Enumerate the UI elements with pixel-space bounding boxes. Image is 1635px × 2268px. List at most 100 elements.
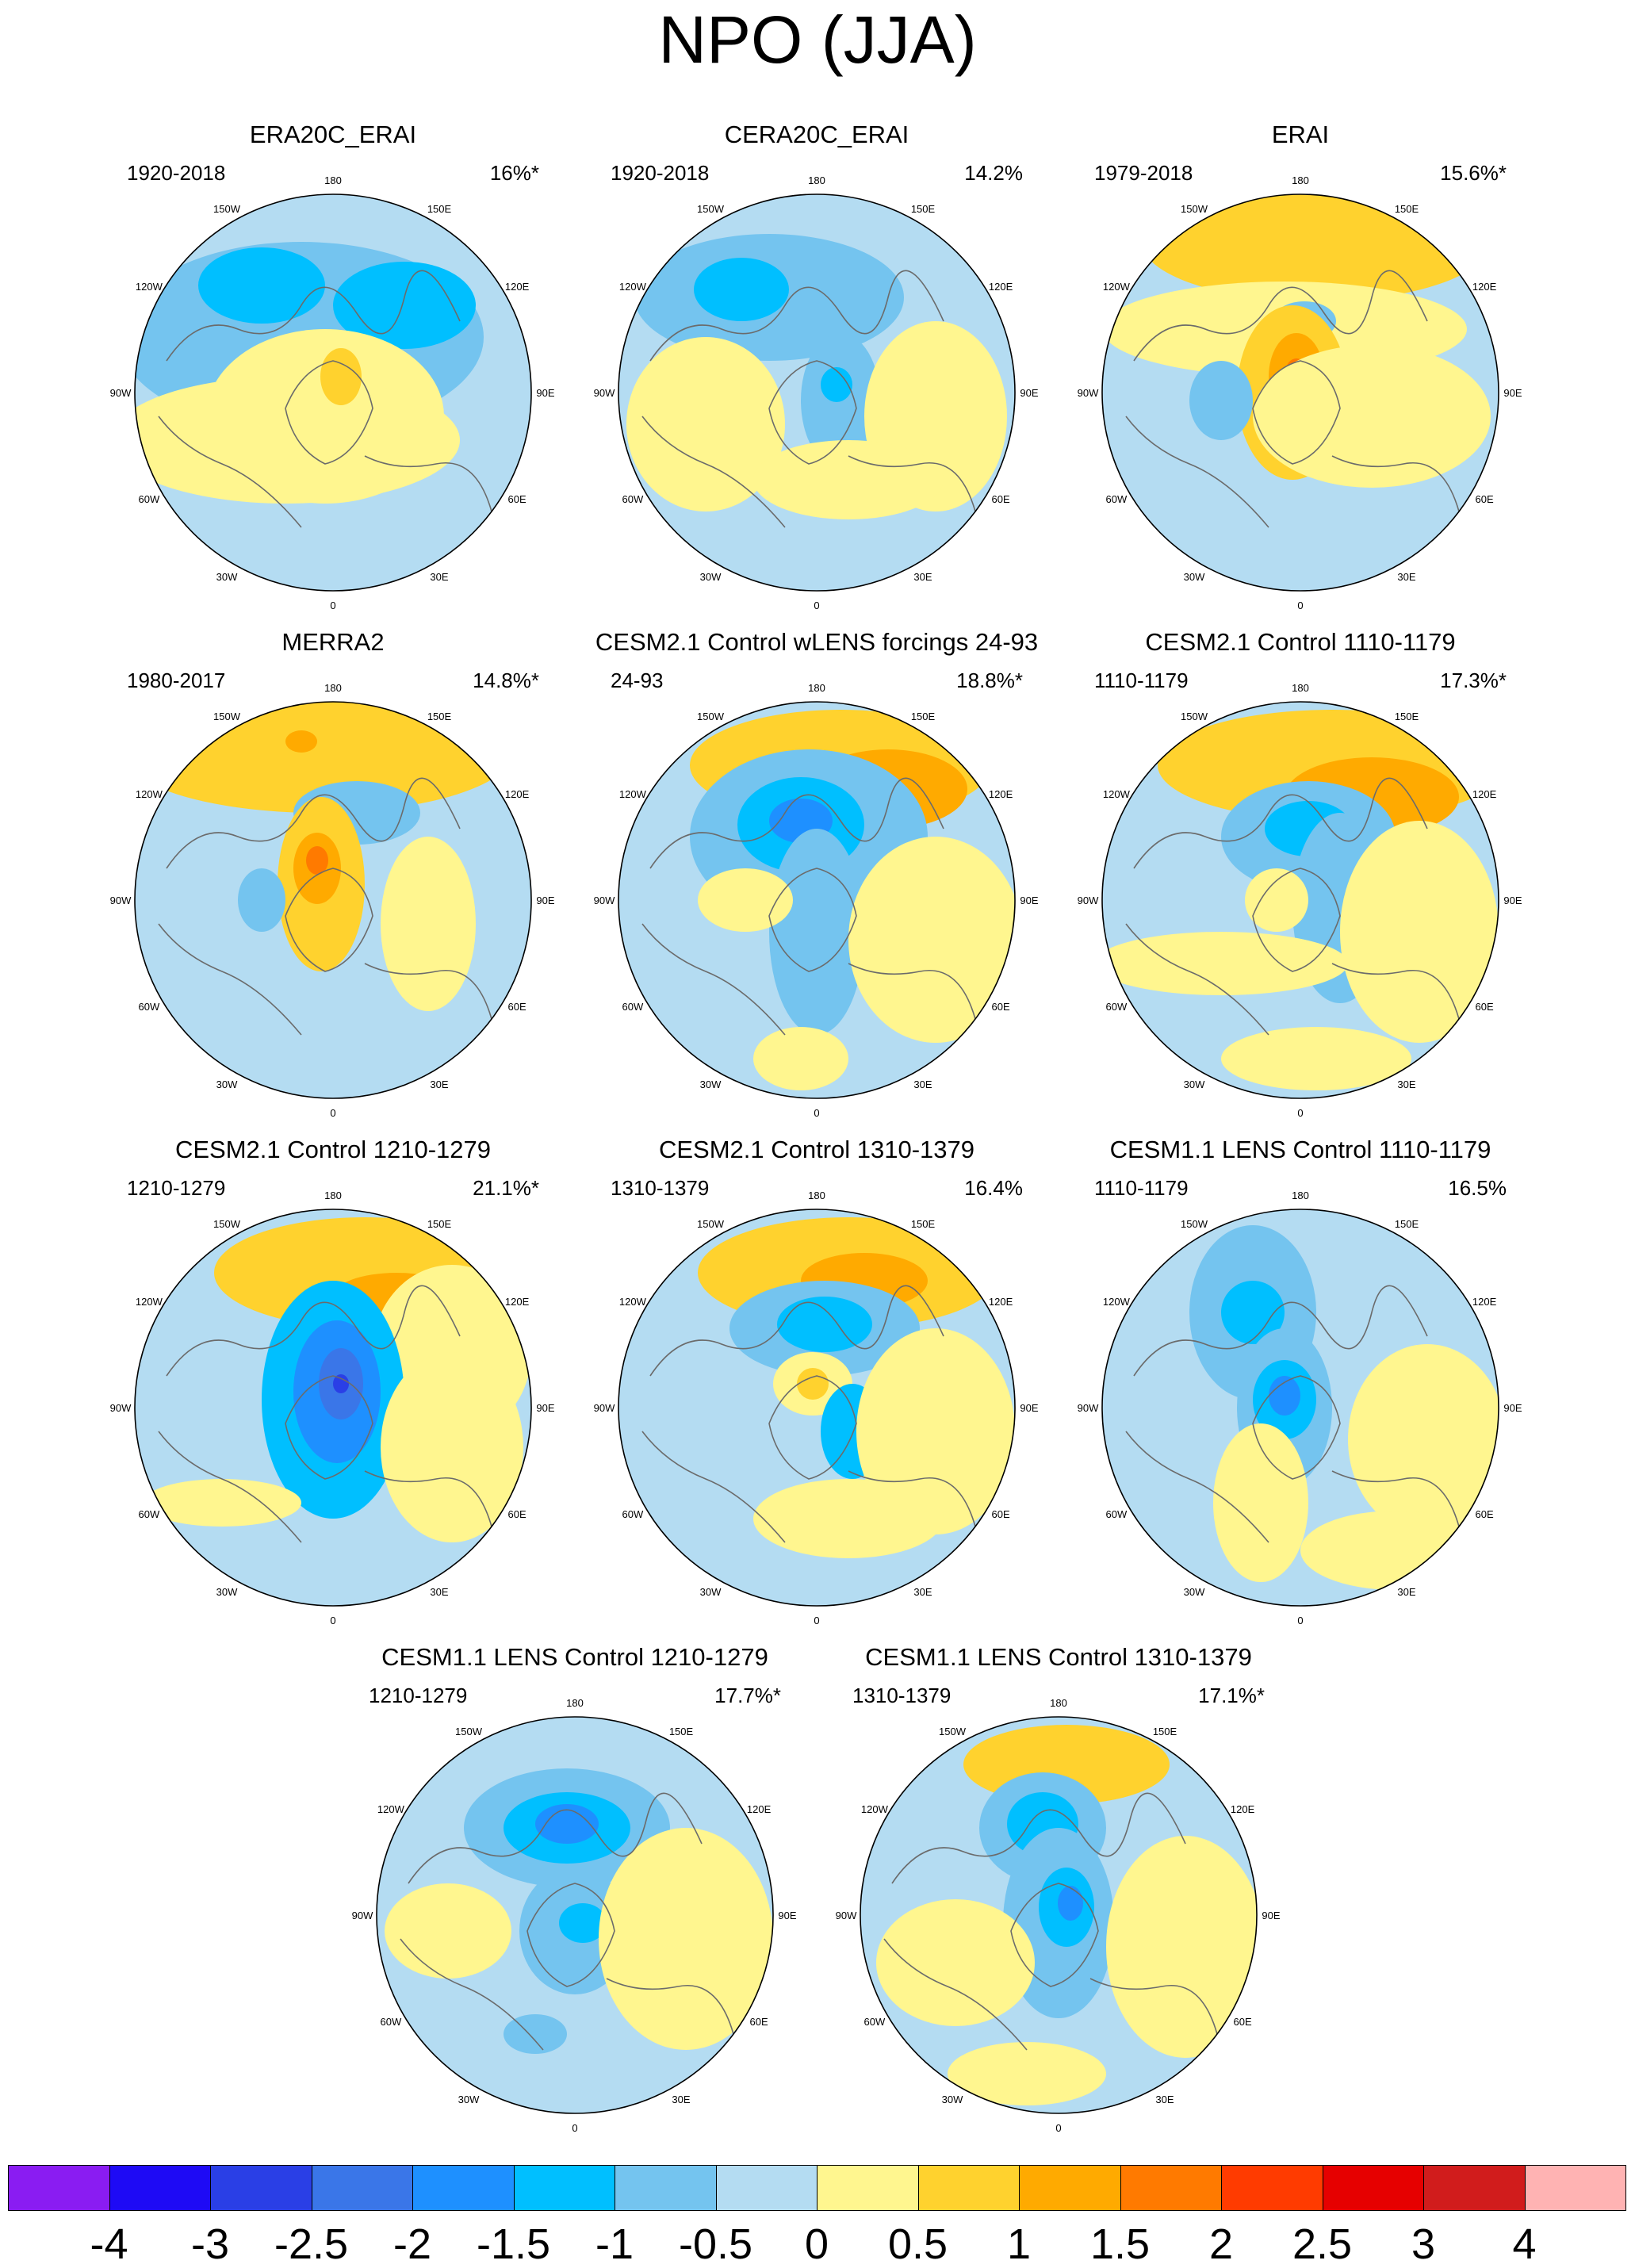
anomaly-contour [306, 846, 328, 875]
map-panel: 180 150E 120E 90E 60E 30E 0 30W 60W 90W 120W 150W CE… [579, 1134, 1055, 1626]
colorbar-swatch [1120, 2165, 1222, 2211]
panel-variance: 15.6%* [1440, 161, 1507, 185]
colorbar-tick-label: 4 [1512, 2220, 1537, 2268]
longitude-label: 90E [1262, 1910, 1280, 1921]
coastline [1125, 923, 1269, 1036]
longitude-label: 30W [1184, 1078, 1205, 1090]
longitude-label: 60E [992, 1001, 1010, 1013]
longitude-label: 0 [1297, 1615, 1303, 1626]
longitude-label: 180 [808, 1190, 825, 1201]
longitude-label: 60W [139, 493, 160, 505]
panel-variance: 17.3%* [1440, 669, 1507, 692]
coastline [158, 923, 302, 1036]
longitude-label: 120W [377, 1803, 405, 1815]
longitude-label: 30W [942, 2094, 963, 2105]
colorbar-swatch [412, 2165, 515, 2211]
anomaly-contour [777, 1297, 872, 1352]
colorbar-tick-label: 1 [1006, 2220, 1032, 2268]
longitude-label: 90E [1503, 387, 1522, 399]
longitude-label: 150E [911, 711, 936, 722]
longitude-label: 0 [1055, 2122, 1061, 2133]
colorbar-tick-label: -1.5 [476, 2220, 551, 2268]
panel-variance: 14.8%* [473, 669, 539, 692]
colorbar-swatch [1322, 2165, 1424, 2211]
panel-title: CESM2.1 Control 1210-1279 [174, 1136, 492, 1163]
longitude-label: 60E [508, 1508, 526, 1520]
longitude-label: 60E [1234, 2016, 1252, 2028]
longitude-label: 150W [213, 711, 241, 722]
longitude-label: 0 [330, 600, 335, 611]
longitude-label: 90W [110, 1402, 132, 1414]
map-boundary [376, 1716, 774, 2114]
coastline [285, 1375, 373, 1480]
polar-map: 180 150E 120E 90E 60E 30E 0 30W 60W 90W 120W 150W [594, 682, 1039, 1118]
longitude-label: 60W [1106, 1508, 1128, 1520]
coastline [768, 1375, 857, 1480]
panel-title: CESM2.1 Control 1110-1179 [1145, 628, 1456, 656]
longitude-label: 60E [508, 1001, 526, 1013]
longitude-label: 150E [427, 203, 452, 215]
longitude-label: 30E [913, 1078, 932, 1090]
longitude-label: 150W [939, 1726, 967, 1737]
longitude-label: 120E [989, 1296, 1013, 1308]
longitude-label: 150E [1395, 203, 1419, 215]
coastline [400, 1938, 544, 2051]
coastline [285, 868, 373, 972]
anomaly-contour [238, 868, 285, 932]
anomaly-contour [797, 1368, 829, 1400]
longitude-label: 30W [1184, 571, 1205, 583]
panel-period: 1920-2018 [611, 161, 710, 185]
map-panel: 180 150E 120E 90E 60E 30E 0 30W 60W 90W 120W 150W CE… [579, 626, 1055, 1118]
panel-period: 1110-1179 [1094, 669, 1189, 692]
panel-variance: 18.8%* [956, 669, 1023, 692]
longitude-label: 90W [1078, 895, 1099, 906]
coastline [526, 1883, 615, 1987]
polar-map: 180 150E 120E 90E 60E 30E 0 30W 60W 90W 120W 150W [594, 1190, 1039, 1626]
longitude-label: 30E [1397, 1586, 1415, 1598]
anomaly-contour [599, 1828, 773, 2050]
panel-period: 1310-1379 [852, 1684, 952, 1707]
colorbar-tick-label: 0 [804, 2220, 829, 2268]
colorbar-swatch [1423, 2165, 1526, 2211]
map-boundary [618, 701, 1016, 1099]
longitude-label: 90W [110, 895, 132, 906]
anomaly-contour [753, 1027, 848, 1090]
longitude-label: 120W [1103, 1296, 1131, 1308]
longitude-label: 180 [808, 682, 825, 694]
colorbar-tick-label: -1 [595, 2220, 634, 2268]
longitude-label: 90E [536, 387, 554, 399]
panel-title: CESM1.1 LENS Control 1310-1379 [865, 1643, 1252, 1671]
map-boundary [1101, 1209, 1499, 1607]
figure-title: NPO (JJA) [658, 2, 977, 77]
colorbar-swatch [1524, 2165, 1626, 2211]
coastline [1133, 777, 1428, 869]
anomaly-contour [198, 247, 325, 324]
longitude-label: 150W [455, 1726, 483, 1737]
anomaly-contour [876, 1899, 1035, 2026]
longitude-label: 180 [324, 682, 342, 694]
panel-title: ERAI [1271, 121, 1330, 148]
anomaly-contour [385, 1883, 511, 1979]
map-boundary [134, 1209, 532, 1607]
longitude-label: 90E [536, 895, 554, 906]
longitude-label: 180 [566, 1697, 584, 1709]
longitude-label: 150E [1153, 1726, 1177, 1737]
longitude-label: 120W [136, 281, 163, 293]
longitude-label: 60E [1476, 1001, 1494, 1013]
anomaly-contour [559, 1903, 607, 1943]
longitude-label: 0 [814, 1107, 819, 1118]
panel-period: 1979-2018 [1094, 161, 1193, 185]
anomaly-contour [135, 377, 460, 504]
longitude-label: 90W [594, 1402, 615, 1414]
coastline [641, 416, 786, 528]
anomaly-contour [381, 1352, 523, 1542]
anomaly-contour [1221, 1281, 1285, 1344]
longitude-label: 150W [1181, 711, 1208, 722]
longitude-label: 60W [622, 1508, 644, 1520]
longitude-label: 90E [1020, 387, 1038, 399]
longitude-label: 180 [1292, 1190, 1309, 1201]
longitude-label: 0 [330, 1107, 335, 1118]
coastline [1252, 360, 1341, 465]
anomaly-contour [381, 837, 476, 1011]
map-boundary [1101, 701, 1499, 1099]
